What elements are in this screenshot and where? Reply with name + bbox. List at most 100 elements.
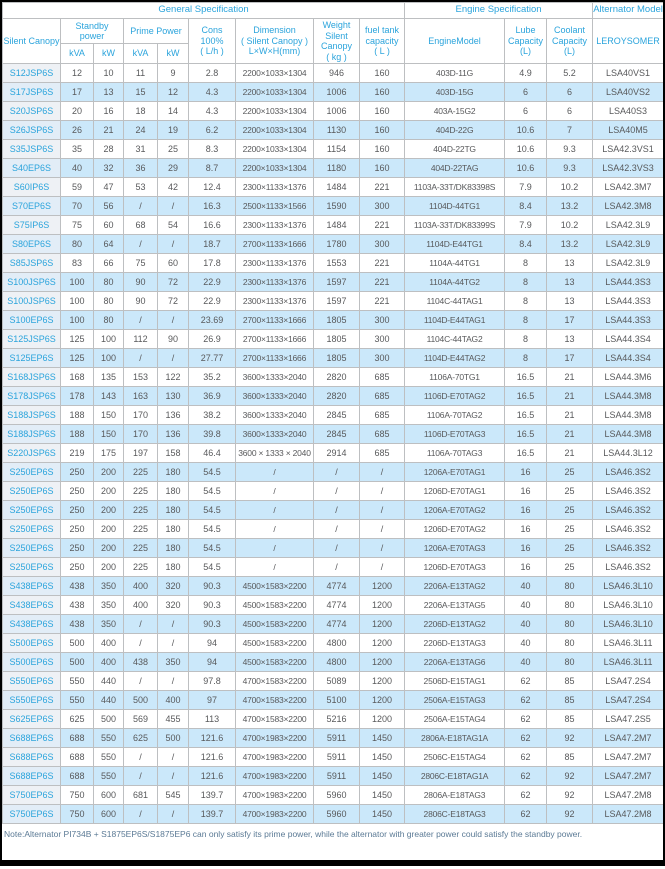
data-cell: 438 [60,595,94,615]
data-cell: 2300×1133×1376 [235,272,314,292]
data-cell: 3600×1333×2040 [235,424,314,444]
data-cell: 135 [93,367,124,387]
data-cell: 8 [504,253,548,273]
data-cell: 10.6 [504,139,548,159]
data-cell: 685 [358,367,406,387]
data-cell: 225 [123,481,158,501]
table-row: S12JSP6S 12 10 11 9 2.8 2200×1033×1304 946 160 40… [2,63,663,83]
data-cell: LSA40S3 [592,101,663,121]
model-cell: S168JSP6S [2,367,61,387]
unit-standby-kva: kVA [60,43,94,64]
data-cell: 36 [123,158,158,178]
data-cell: 90.3 [188,595,236,615]
data-cell: 112 [123,329,158,349]
data-cell: 21 [546,424,594,444]
data-cell: 16 [93,101,124,121]
data-cell: 400 [123,576,158,596]
data-cell: / [313,538,360,558]
data-cell: / [123,633,158,653]
data-cell: 178 [60,386,94,406]
data-cell: / [235,538,314,558]
column-header-row: Silent Canopy Standby power Prime Power … [2,18,663,64]
data-cell: / [358,462,406,482]
data-cell: 85 [546,671,594,691]
data-cell: 26.9 [188,329,236,349]
data-cell: 320 [157,576,189,596]
data-cell: LSA47.2M8 [592,804,663,824]
data-cell: 2700×1133×1666 [235,310,314,330]
data-cell: 400 [157,690,189,710]
col-prime-power: Prime Power [123,18,189,44]
data-cell: 90 [123,291,158,311]
data-cell: / [157,234,189,254]
data-cell: / [235,500,314,520]
data-cell: 80 [546,595,594,615]
data-cell: 4500×1583×2200 [235,614,314,634]
data-cell: 1200 [358,576,406,596]
data-cell: LSA44.3S4 [592,348,663,368]
model-cell: S188JSP6S [2,424,61,444]
data-cell: 2506A-E15TAG3 [404,690,506,710]
data-cell: 80 [546,633,594,653]
data-cell: 225 [123,557,158,577]
data-cell: 550 [93,766,124,786]
table-row: S250EP6S 250 200 225 180 54.5///1206D-E70TAG3… [2,557,663,577]
data-cell: 40 [504,633,548,653]
data-cell: 1450 [358,766,406,786]
model-cell: S250EP6S [2,557,61,577]
data-cell: / [123,671,158,691]
data-cell: 10.6 [504,120,548,140]
data-cell: LSA46.3L10 [592,614,663,634]
data-cell: 158 [157,443,189,463]
data-cell: 1597 [313,291,360,311]
data-cell: 75 [123,253,158,273]
data-cell: 2200×1033×1304 [235,120,314,140]
col-weight: Weight Silent Canopy ( kg ) [313,18,360,64]
data-cell: 16.5 [504,386,548,406]
data-cell: 160 [358,101,406,121]
col-lube-capacity: Lube Capacity (L) [504,18,548,64]
data-cell: 404D-22G [404,120,506,140]
data-cell: 40 [504,652,548,672]
data-cell: 130 [157,386,189,406]
model-cell: S20JSP6S [2,101,61,121]
data-cell: 8.4 [504,234,548,254]
data-cell: 100 [93,348,124,368]
data-cell: 1206A-E70TAG3 [404,538,506,558]
data-cell: 100 [93,329,124,349]
data-cell: 4700×1983×2200 [235,766,314,786]
model-cell: S100JSP6S [2,291,61,311]
data-cell: 42 [157,177,189,197]
model-cell: S550EP6S [2,690,61,710]
data-cell: / [313,519,360,539]
model-cell: S688EP6S [2,766,61,786]
table-row: S70EP6S 70 56//16.3 2500×1133×1566 1590 300 11… [2,196,663,216]
model-cell: S40EP6S [2,158,61,178]
data-cell: LSA46.3S2 [592,500,663,520]
data-cell: 1805 [313,348,360,368]
data-cell: 1206A-E70TAG2 [404,500,506,520]
model-cell: S550EP6S [2,671,61,691]
data-cell: 2300×1133×1376 [235,253,314,273]
model-cell: S688EP6S [2,747,61,767]
data-cell: 8 [504,291,548,311]
table-row: S438EP6S 438 350 400 320 90.3 4500×1583×2200 47… [2,576,663,596]
data-cell: 180 [157,538,189,558]
data-cell: LSA44.3M8 [592,424,663,444]
data-cell: 8.4 [504,196,548,216]
data-cell: 4800 [313,633,360,653]
data-cell: 14 [157,101,189,121]
table-row: S35JSP6S 35 28 31 25 8.3 2200×1033×1304 1154 160… [2,139,663,159]
data-cell: 440 [93,671,124,691]
model-cell: S125EP6S [2,348,61,368]
data-cell: 13 [546,329,594,349]
data-cell: 2200×1033×1304 [235,63,314,83]
data-cell: 80 [93,310,124,330]
group-general-specification: General Specification [2,2,406,19]
data-cell: 20 [60,101,94,121]
data-cell: 2200×1033×1304 [235,82,314,102]
data-cell: / [123,766,158,786]
data-cell: 25 [546,500,594,520]
data-cell: 200 [93,519,124,539]
data-cell: 300 [358,310,406,330]
